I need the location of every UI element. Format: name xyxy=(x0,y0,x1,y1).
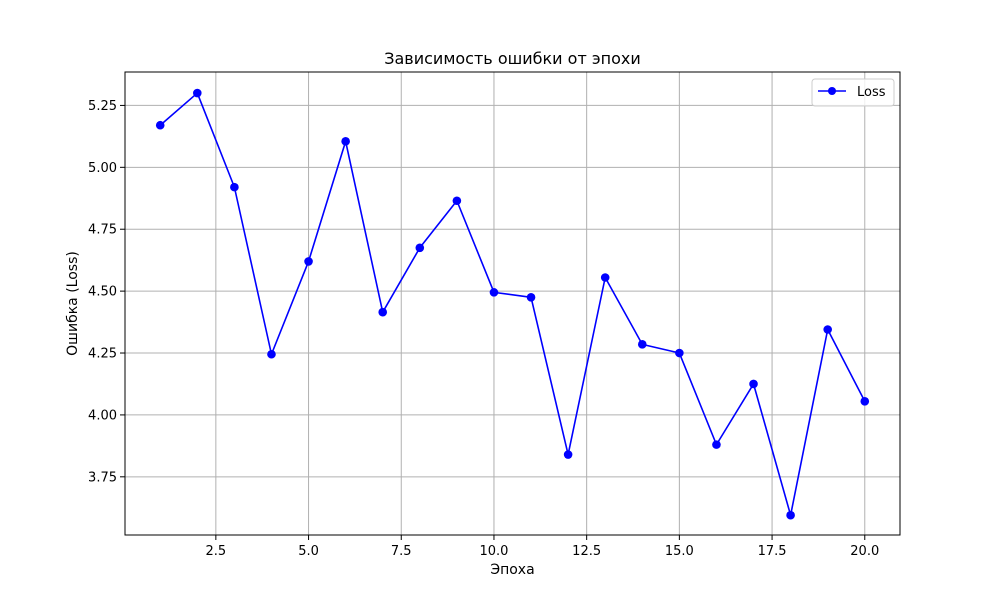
legend-entry-loss: Loss xyxy=(857,85,886,100)
data-point xyxy=(489,288,499,297)
y-tick-label: 4.25 xyxy=(88,347,117,362)
data-point xyxy=(786,510,795,520)
x-tick-label: 20.0 xyxy=(850,544,879,559)
series-line-loss xyxy=(159,92,866,516)
x-tick-label: 17.5 xyxy=(758,544,787,559)
data-point xyxy=(860,396,870,406)
data-point xyxy=(230,182,239,192)
data-point xyxy=(823,325,832,334)
legend: Loss xyxy=(811,78,895,107)
x-axis-ticks: 2.5 5.0 7.5 10.0 12.5 15.0 17.5 20.0 xyxy=(206,535,879,559)
data-point xyxy=(341,137,350,146)
data-point xyxy=(600,273,610,282)
data-point xyxy=(563,450,573,459)
data-point xyxy=(155,120,165,130)
x-tick-label: 7.5 xyxy=(391,544,412,559)
plot-area-frame xyxy=(124,71,901,536)
x-tick-label: 2.5 xyxy=(206,544,227,559)
y-axis-label: Ошибка (Loss) xyxy=(65,251,81,356)
y-tick-label: 4.50 xyxy=(88,285,117,300)
legend-marker-swatch xyxy=(828,87,836,95)
data-point xyxy=(749,379,758,389)
y-axis-ticks: 3.75 4.00 4.25 4.50 4.75 5.00 5.25 xyxy=(88,99,125,485)
data-point xyxy=(267,349,276,359)
x-tick-label: 12.5 xyxy=(572,544,601,559)
y-tick-label: 4.00 xyxy=(88,408,117,423)
series-layer xyxy=(155,88,870,520)
data-point xyxy=(637,340,647,349)
data-point xyxy=(304,257,313,266)
data-point xyxy=(415,243,425,253)
x-tick-label: 15.0 xyxy=(665,544,694,559)
legend-box xyxy=(811,78,895,107)
data-point xyxy=(675,348,684,358)
y-tick-label: 5.25 xyxy=(88,99,117,114)
y-tick-label: 4.75 xyxy=(88,223,117,238)
grid xyxy=(125,72,900,535)
data-point xyxy=(193,88,202,98)
chart-title: Зависимость ошибки от эпохи xyxy=(384,49,641,68)
data-point xyxy=(526,293,536,302)
data-point xyxy=(378,307,388,317)
x-tick-label: 5.0 xyxy=(298,544,319,559)
data-point xyxy=(452,196,462,206)
y-tick-label: 3.75 xyxy=(88,470,117,485)
x-tick-label: 10.0 xyxy=(479,544,508,559)
y-tick-label: 5.00 xyxy=(88,161,117,176)
data-point xyxy=(712,440,721,449)
x-axis-label: Эпоха xyxy=(490,562,534,578)
